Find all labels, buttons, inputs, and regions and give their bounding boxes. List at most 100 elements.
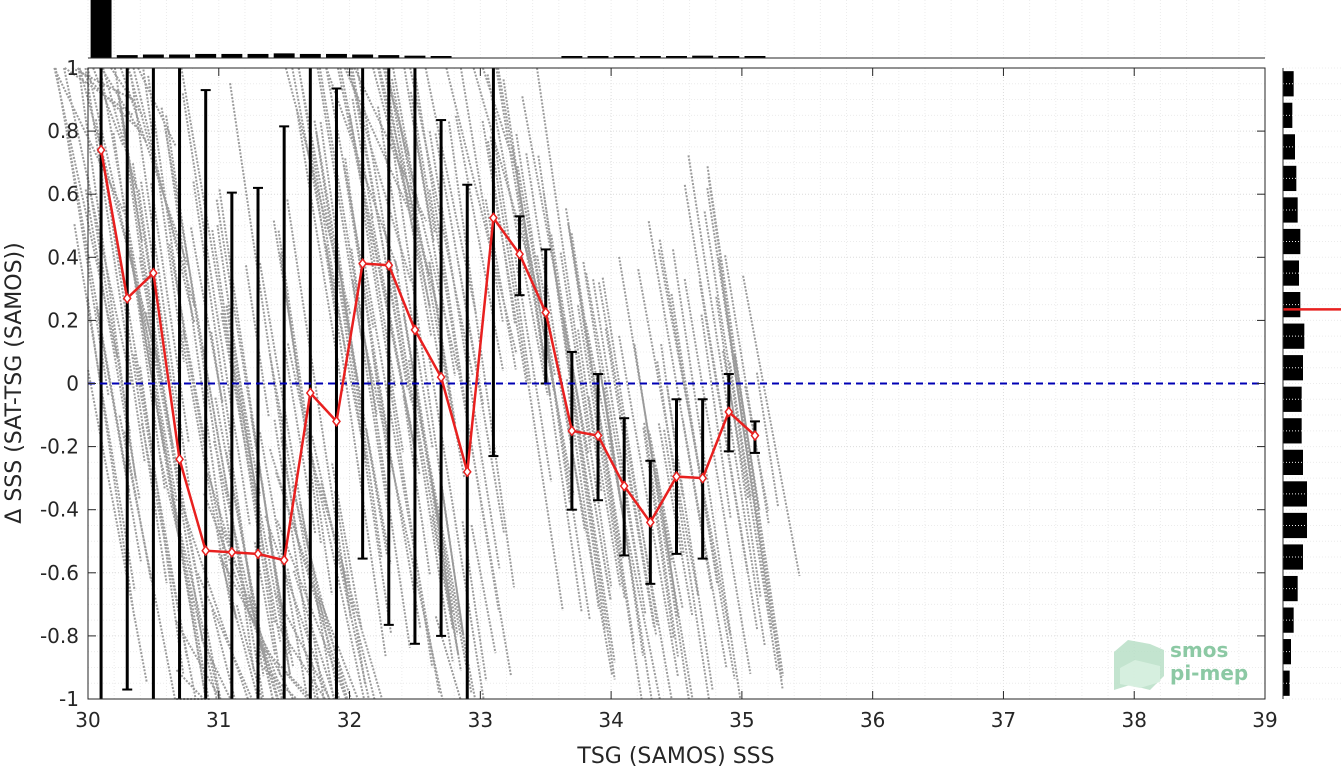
top-hist-bar (404, 55, 426, 58)
top-hist-bar (744, 56, 766, 58)
x-axis-label: TSG (SAMOS) SSS (576, 744, 774, 768)
top-histogram (90, 0, 766, 58)
mean-marker (645, 516, 655, 529)
x-tick-label: 32 (337, 708, 362, 732)
x-tick-label: 39 (1252, 708, 1277, 732)
error-bar (383, 68, 394, 626)
mean-marker (227, 546, 237, 559)
right-hist-bar (1283, 323, 1305, 349)
y-tick-label: 0.6 (47, 182, 79, 206)
y-tick-label: -1 (59, 687, 79, 711)
right-hist-bar (1283, 292, 1301, 318)
top-hist-bar (116, 55, 138, 58)
x-tick-label: 36 (860, 708, 885, 732)
error-bar (331, 87, 342, 699)
mean-marker (148, 267, 158, 279)
x-tick-label: 33 (468, 708, 493, 732)
x-tick-label: 35 (729, 708, 754, 732)
x-tick-label: 30 (75, 708, 100, 732)
error-bar (279, 125, 290, 699)
mean-marker (436, 371, 446, 383)
mean-marker (593, 429, 603, 442)
top-hist-bar (378, 55, 400, 58)
error-bar (488, 68, 499, 458)
top-hist-bar (273, 53, 295, 58)
top-hist-bar (692, 55, 714, 58)
y-tick-label: 1 (66, 56, 79, 80)
mean-marker (305, 387, 315, 399)
y-tick-labels: 1 0.8 0.6 0.4 0.2 0 -0.2 -0.4 -0.6 -0.8 -1 (40, 56, 79, 711)
top-hist-bar (299, 53, 321, 58)
top-hist-bar (430, 56, 452, 58)
mean-marker (122, 292, 132, 305)
mean-marker (253, 548, 263, 560)
top-hist-bar (561, 56, 583, 58)
mean-marker (750, 429, 760, 442)
y-tick-label: 0 (66, 372, 79, 396)
mean-marker (724, 406, 734, 418)
error-bar (462, 183, 473, 699)
right-hist-bar (1283, 575, 1298, 602)
top-hist-bar (639, 56, 661, 58)
right-hist-bar (1283, 197, 1298, 223)
y-axis-label: Δ SSS (SAT-TSG (SAMOS)) (2, 242, 27, 523)
logo-graphic-shade (1120, 660, 1160, 688)
logo-line2: pi-mep (1170, 661, 1248, 685)
x-tick-label: 34 (598, 708, 623, 732)
y-tick-label: -0.8 (40, 624, 79, 648)
mean-marker (567, 425, 577, 437)
top-hist-bar (326, 53, 347, 58)
error-bar (200, 89, 211, 699)
mean-marker (96, 144, 106, 156)
top-hist-bar (247, 53, 269, 58)
top-hist-bar (718, 56, 740, 58)
mean-marker (175, 453, 184, 465)
plot-frame (87, 57, 1284, 700)
x-tick-labels: 30 31 32 33 34 35 36 37 38 39 (75, 708, 1277, 732)
right-hist-bar (1283, 228, 1301, 255)
right-hist-bar (1283, 102, 1293, 128)
logo-line1: smos (1170, 638, 1228, 662)
mean-polyline (99, 149, 756, 562)
mean-marker (358, 257, 368, 270)
x-tick-label: 31 (206, 708, 231, 732)
mean-marker (488, 212, 498, 224)
top-hist-bar (169, 54, 191, 58)
top-hist-bar (90, 0, 112, 58)
right-histogram (1283, 71, 1341, 696)
top-hist-bar (142, 54, 164, 58)
x-tick-label: 38 (1121, 708, 1146, 732)
error-bar (357, 68, 368, 560)
error-bar (409, 68, 420, 645)
mean-marker (201, 544, 211, 557)
error-bar (226, 191, 237, 699)
top-hist-bar (221, 53, 243, 58)
right-hist-bar (1283, 607, 1294, 633)
y-tick-label: 0.4 (47, 245, 79, 269)
mean-line (96, 144, 760, 566)
mean-marker (332, 415, 341, 428)
right-hist-bar (1283, 260, 1299, 286)
top-hist-bar (587, 56, 609, 58)
right-hist-bar (1283, 71, 1294, 97)
top-hist-bar (613, 56, 635, 58)
top-hist-bar (195, 53, 217, 58)
mean-marker (619, 480, 629, 492)
mean-marker (672, 470, 681, 483)
mean-marker (462, 466, 472, 478)
error-bar (253, 186, 264, 699)
y-tick-label: -0.2 (40, 435, 79, 459)
mean-marker (698, 472, 708, 484)
mean-marker (279, 554, 289, 566)
y-tick-label: -0.6 (40, 561, 79, 585)
smos-pi-mep-logo: smos pi-mep (1114, 638, 1248, 690)
error-bar (122, 68, 133, 691)
mean-marker (541, 306, 551, 319)
y-tick-label: 0.2 (47, 308, 79, 332)
y-tick-label: 0.8 (47, 119, 79, 143)
x-tick-label: 37 (991, 708, 1016, 732)
mean-marker (384, 259, 394, 271)
top-hist-bar (666, 56, 687, 58)
mean-marker (410, 324, 420, 336)
